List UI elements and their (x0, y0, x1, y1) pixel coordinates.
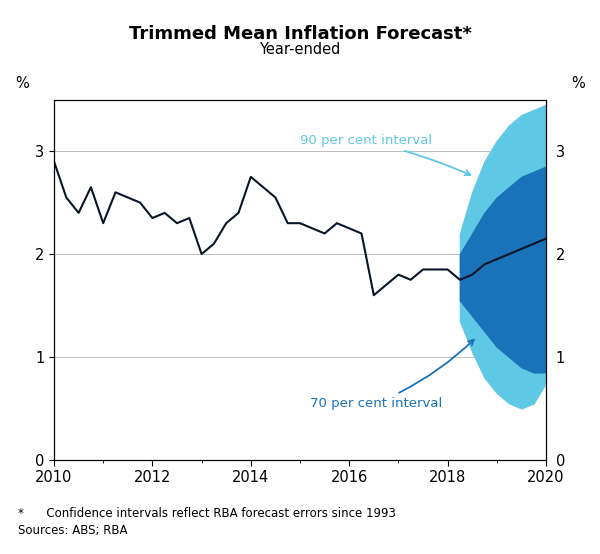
Text: Trimmed Mean Inflation Forecast*: Trimmed Mean Inflation Forecast* (128, 25, 472, 43)
Text: 90 per cent interval: 90 per cent interval (300, 135, 470, 175)
Text: Year-ended: Year-ended (259, 42, 341, 57)
Text: Sources: ABS; RBA: Sources: ABS; RBA (18, 524, 128, 536)
Text: %: % (15, 76, 29, 91)
Text: *      Confidence intervals reflect RBA forecast errors since 1993: * Confidence intervals reflect RBA forec… (18, 507, 396, 520)
Text: %: % (571, 76, 585, 91)
Text: 70 per cent interval: 70 per cent interval (310, 340, 473, 410)
